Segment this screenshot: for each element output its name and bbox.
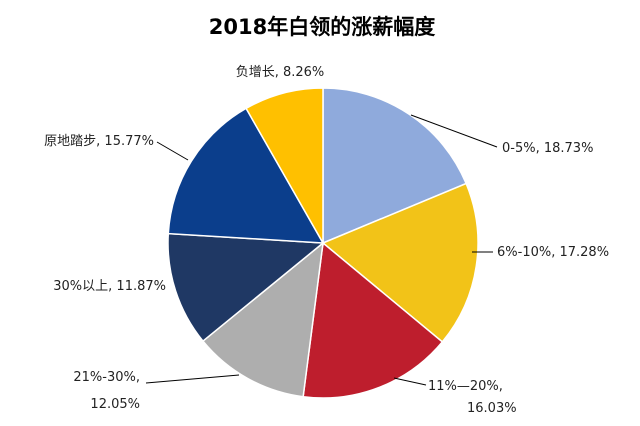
pie-slice-5 bbox=[167, 232, 325, 343]
leader-line-1 bbox=[410, 114, 498, 148]
data-label-7: 负增长, 8.26% bbox=[236, 65, 325, 80]
pie-slice-6 bbox=[167, 107, 325, 244]
leader-line-4 bbox=[145, 374, 240, 384]
data-label-1: 0-5%, 18.73% bbox=[502, 141, 593, 156]
chart-title: 2018年白领的涨薪幅度 bbox=[209, 15, 435, 39]
pie-slice-2 bbox=[321, 182, 479, 343]
data-label-4: 21%-30%, bbox=[73, 370, 140, 385]
pie-slices bbox=[167, 87, 479, 399]
leader-line-3 bbox=[393, 377, 427, 386]
data-labels: 0-5%, 18.73% 6%-10%, 17.28% 11%—20%, 16.03%… bbox=[44, 65, 609, 416]
pie-slice-4 bbox=[201, 241, 324, 398]
pie-slice-7 bbox=[245, 87, 324, 246]
data-label-5: 30%以上, 11.87% bbox=[53, 279, 166, 294]
pie-slice-1 bbox=[322, 87, 468, 245]
data-label-3-value: 16.03% bbox=[467, 401, 517, 416]
data-label-4-value: 12.05% bbox=[90, 397, 140, 412]
pie-slice-3 bbox=[302, 241, 444, 399]
leader-lines bbox=[145, 114, 498, 386]
data-label-2: 6%-10%, 17.28% bbox=[497, 245, 609, 260]
data-label-6: 原地踏步, 15.77% bbox=[44, 134, 154, 149]
data-label-3: 11%—20%, bbox=[428, 379, 503, 394]
leader-line-6 bbox=[156, 141, 189, 161]
